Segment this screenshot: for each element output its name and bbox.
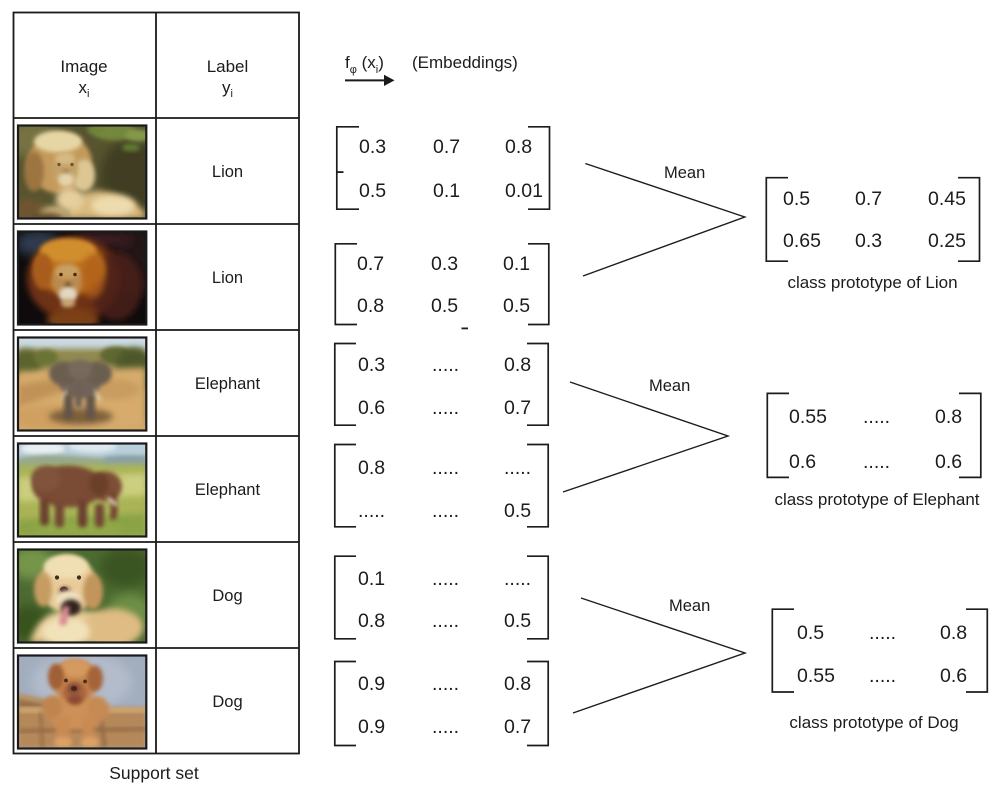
svg-text:0.7: 0.7 — [504, 397, 531, 419]
svg-text:.....: ..... — [869, 665, 896, 687]
svg-text:Label: Label — [207, 57, 249, 76]
svg-text:.....: ..... — [863, 406, 890, 428]
svg-text:.....: ..... — [869, 622, 896, 644]
svg-text:0.1: 0.1 — [433, 180, 460, 202]
svg-text:.....: ..... — [358, 500, 385, 522]
svg-text:0.5: 0.5 — [504, 500, 531, 522]
svg-text:0.01: 0.01 — [505, 180, 543, 202]
svg-text:0.3: 0.3 — [431, 253, 458, 275]
svg-text:yi: yi — [222, 78, 233, 100]
svg-text:class prototype of Lion: class prototype of Lion — [787, 273, 957, 292]
svg-text:xi: xi — [79, 78, 90, 100]
svg-text:0.7: 0.7 — [504, 716, 531, 738]
svg-text:0.9: 0.9 — [358, 716, 385, 738]
svg-text:0.3: 0.3 — [359, 136, 386, 158]
svg-text:0.5: 0.5 — [503, 295, 530, 317]
svg-text:.....: ..... — [432, 500, 459, 522]
svg-text:.....: ..... — [432, 610, 459, 632]
svg-text:class prototype of Dog: class prototype of Dog — [789, 713, 958, 732]
svg-text:0.8: 0.8 — [504, 354, 531, 376]
svg-text:Image: Image — [60, 57, 107, 76]
svg-text:.....: ..... — [432, 673, 459, 695]
svg-text:Lion: Lion — [212, 269, 243, 287]
svg-text:0.1: 0.1 — [503, 253, 530, 275]
svg-text:0.8: 0.8 — [357, 295, 384, 317]
svg-text:0.5: 0.5 — [359, 180, 386, 202]
svg-text:0.8: 0.8 — [935, 406, 962, 428]
svg-text:0.65: 0.65 — [783, 230, 821, 252]
svg-text:0.5: 0.5 — [797, 622, 824, 644]
svg-text:.....: ..... — [432, 457, 459, 479]
svg-text:fφ (xi): fφ (xi) — [345, 53, 384, 76]
svg-text:0.6: 0.6 — [940, 665, 967, 687]
svg-text:Support set: Support set — [109, 763, 199, 783]
svg-text:Elephant: Elephant — [195, 375, 261, 393]
svg-text:0.8: 0.8 — [940, 622, 967, 644]
svg-text:0.7: 0.7 — [433, 136, 460, 158]
svg-text:0.6: 0.6 — [789, 451, 816, 473]
svg-text:0.6: 0.6 — [358, 397, 385, 419]
svg-text:0.45: 0.45 — [928, 188, 966, 210]
svg-text:0.55: 0.55 — [797, 665, 835, 687]
svg-text:0.9: 0.9 — [358, 673, 385, 695]
svg-text:0.7: 0.7 — [855, 188, 882, 210]
svg-text:.....: ..... — [863, 451, 890, 473]
svg-text:0.8: 0.8 — [358, 610, 385, 632]
svg-text:0.8: 0.8 — [505, 136, 532, 158]
svg-text:Mean: Mean — [664, 164, 705, 182]
svg-text:(Embeddings): (Embeddings) — [412, 53, 518, 72]
svg-text:0.5: 0.5 — [431, 295, 458, 317]
svg-text:.....: ..... — [504, 568, 531, 590]
svg-text:0.5: 0.5 — [504, 610, 531, 632]
svg-text:0.25: 0.25 — [928, 230, 966, 252]
svg-text:.....: ..... — [504, 457, 531, 479]
svg-text:.....: ..... — [432, 354, 459, 376]
svg-text:0.8: 0.8 — [358, 457, 385, 479]
svg-text:0.6: 0.6 — [935, 451, 962, 473]
svg-text:.....: ..... — [432, 716, 459, 738]
svg-text:Mean: Mean — [649, 377, 690, 395]
svg-text:0.7: 0.7 — [357, 253, 384, 275]
svg-text:0.3: 0.3 — [358, 354, 385, 376]
svg-text:.....: ..... — [432, 568, 459, 590]
svg-text:0.3: 0.3 — [855, 230, 882, 252]
svg-text:0.8: 0.8 — [504, 673, 531, 695]
svg-text:0.5: 0.5 — [783, 188, 810, 210]
svg-text:Lion: Lion — [212, 163, 243, 181]
svg-text:0.55: 0.55 — [789, 406, 827, 428]
svg-text:class prototype of Elephant: class prototype of Elephant — [774, 490, 979, 509]
svg-text:Elephant: Elephant — [195, 481, 261, 499]
svg-text:Dog: Dog — [212, 587, 242, 605]
svg-text:Mean: Mean — [669, 597, 710, 615]
svg-text:.....: ..... — [432, 397, 459, 419]
svg-text:0.1: 0.1 — [358, 568, 385, 590]
svg-text:Dog: Dog — [212, 693, 242, 711]
